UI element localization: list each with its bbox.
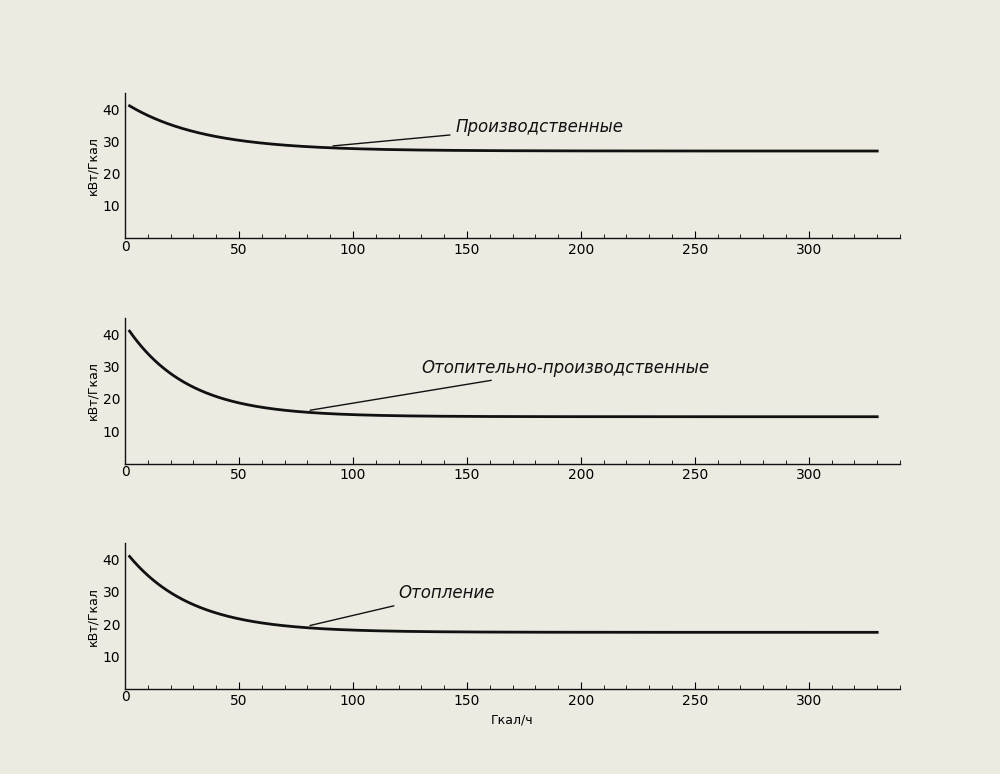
Y-axis label: кВт/Гкал: кВт/Гкал [87, 587, 100, 646]
X-axis label: Гкал/ч: Гкал/ч [491, 714, 534, 726]
Text: 0: 0 [121, 465, 129, 479]
Y-axis label: кВт/Гкал: кВт/Гкал [87, 136, 100, 195]
Text: 0: 0 [121, 690, 129, 704]
Text: Производственные: Производственные [333, 118, 624, 146]
Y-axis label: кВт/Гкал: кВт/Гкал [87, 361, 100, 420]
Text: Отопительно-производственные: Отопительно-производственные [310, 359, 709, 410]
Text: Отопление: Отопление [310, 584, 495, 625]
Text: 0: 0 [121, 240, 129, 254]
